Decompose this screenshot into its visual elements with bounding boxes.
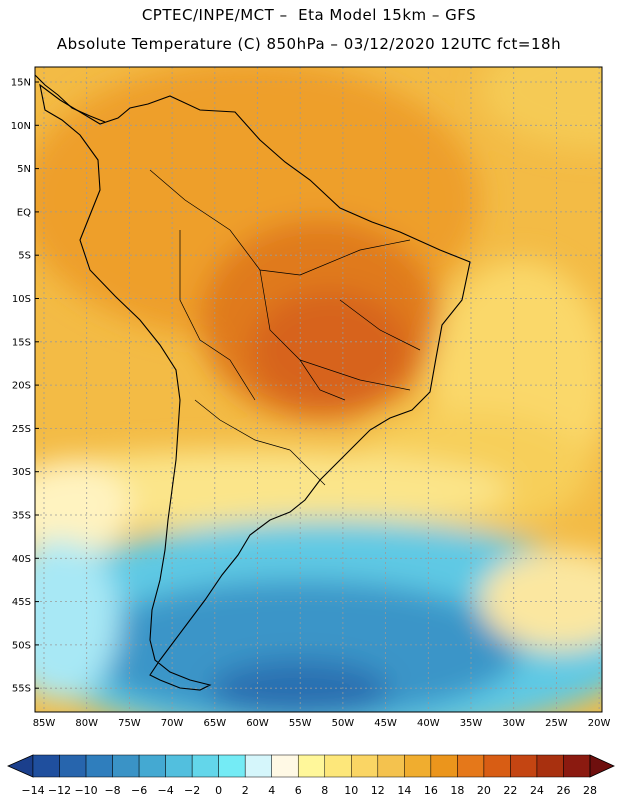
lat-label: 20S: [12, 381, 31, 392]
colorbar-swatch: [112, 754, 140, 778]
colorbar-label: −4: [158, 784, 174, 797]
colorbar-label: 12: [371, 784, 385, 797]
colorbar-label: 14: [397, 784, 411, 797]
country-borders: [149, 169, 421, 486]
colorbar: [7, 754, 615, 778]
colorbar-swatch: [297, 754, 326, 778]
colorbar-swatch: [351, 754, 379, 778]
colorbar-swatch: [483, 754, 511, 778]
lat-label: EQ: [17, 207, 31, 218]
lon-label: 25W: [545, 718, 568, 729]
lat-label: 50S: [12, 640, 31, 651]
lat-label: 45S: [12, 597, 31, 608]
lon-label: 40W: [417, 718, 440, 729]
colorbar-swatch: [59, 754, 87, 778]
latitude-labels: 15N 10N 5N EQ 5S 10S 15S 20S 25S 30S 35S 40S 45S 50S 5…: [11, 78, 39, 695]
lat-label: 10S: [12, 294, 31, 305]
lon-label: 20W: [588, 718, 611, 729]
colorbar-max-arrow: [589, 754, 615, 778]
title-line-2: Absolute Temperature (C) 850hPa – 03/12/…: [56, 35, 562, 53]
colorbar-label: 28: [583, 784, 597, 797]
colorbar-swatch: [32, 754, 60, 778]
colorbar-label: −14: [21, 784, 44, 797]
colorbar-swatch: [271, 754, 299, 778]
colorbar-min-arrow: [7, 754, 34, 778]
temperature-field: [35, 67, 602, 712]
colorbar-label: 26: [556, 784, 570, 797]
lon-label: 55W: [289, 718, 312, 729]
colorbar-label: 6: [295, 784, 302, 797]
colorbar-swatch: [85, 754, 113, 778]
lat-label: 15S: [12, 337, 31, 348]
lat-label: 55S: [12, 684, 31, 695]
south-america-coastline: [39, 83, 471, 691]
lon-label: 50W: [332, 718, 355, 729]
lat-label: 15N: [11, 78, 31, 89]
lon-label: 70W: [161, 718, 184, 729]
lat-label: 25S: [12, 424, 31, 435]
colorbar-label: −2: [184, 784, 200, 797]
lat-label: 30S: [12, 467, 31, 478]
colorbar-swatch: [457, 754, 485, 778]
colorbar-swatch: [510, 754, 538, 778]
colorbar-swatch: [244, 754, 272, 778]
lat-label: 40S: [12, 554, 31, 565]
lon-label: 60W: [246, 718, 269, 729]
lat-label: 5S: [18, 251, 31, 262]
colorbar-swatch: [191, 754, 219, 778]
colorbar-label: 22: [503, 784, 517, 797]
lat-label: 35S: [12, 511, 31, 522]
title-line-1: CPTEC/INPE/MCT – Eta Model 15km – GFS: [141, 6, 477, 24]
colorbar-label: 0: [215, 784, 222, 797]
lon-label: 30W: [502, 718, 525, 729]
colorbar-swatch: [218, 754, 246, 778]
central-america-coastline: [34, 74, 106, 123]
colorbar-label: 18: [450, 784, 464, 797]
colorbar-swatch: [563, 754, 591, 778]
lon-label: 85W: [33, 718, 56, 729]
colorbar-label: −6: [131, 784, 147, 797]
colorbar-labels: −14 −12 −10 −8 −6 −4 −2 0 2 4 6 8 10 12 14 16 18 20 22 24 26…: [21, 784, 597, 797]
lon-label: 45W: [374, 718, 397, 729]
colorbar-swatch: [165, 754, 193, 778]
colorbar-label: −12: [48, 784, 71, 797]
colorbar-swatch: [430, 754, 458, 778]
colorbar-swatch: [536, 754, 564, 778]
colorbar-label: 24: [530, 784, 544, 797]
colorbar-swatch: [404, 754, 432, 778]
colorbar-label: −10: [74, 784, 97, 797]
colorbar-swatch: [138, 754, 166, 778]
lon-label: 65W: [203, 718, 226, 729]
colorbar-label: 2: [242, 784, 249, 797]
lat-label: 10N: [11, 121, 31, 132]
colorbar-label: 4: [268, 784, 275, 797]
colorbar-label: −8: [104, 784, 120, 797]
longitude-labels: 85W 80W 75W 70W 65W 60W 55W 50W 45W 40W 35W 30W 25W 2…: [33, 718, 611, 729]
lat-label: 5N: [17, 164, 31, 175]
colorbar-label: 16: [424, 784, 438, 797]
colorbar-label: 8: [321, 784, 328, 797]
lon-label: 75W: [118, 718, 141, 729]
colorbar-swatch: [324, 754, 352, 778]
lon-label: 80W: [75, 718, 98, 729]
colorbar-label: 20: [477, 784, 491, 797]
lon-label: 35W: [460, 718, 483, 729]
colorbar-swatch: [377, 754, 405, 778]
colorbar-label: 10: [344, 784, 358, 797]
map-frame: [34, 66, 603, 713]
